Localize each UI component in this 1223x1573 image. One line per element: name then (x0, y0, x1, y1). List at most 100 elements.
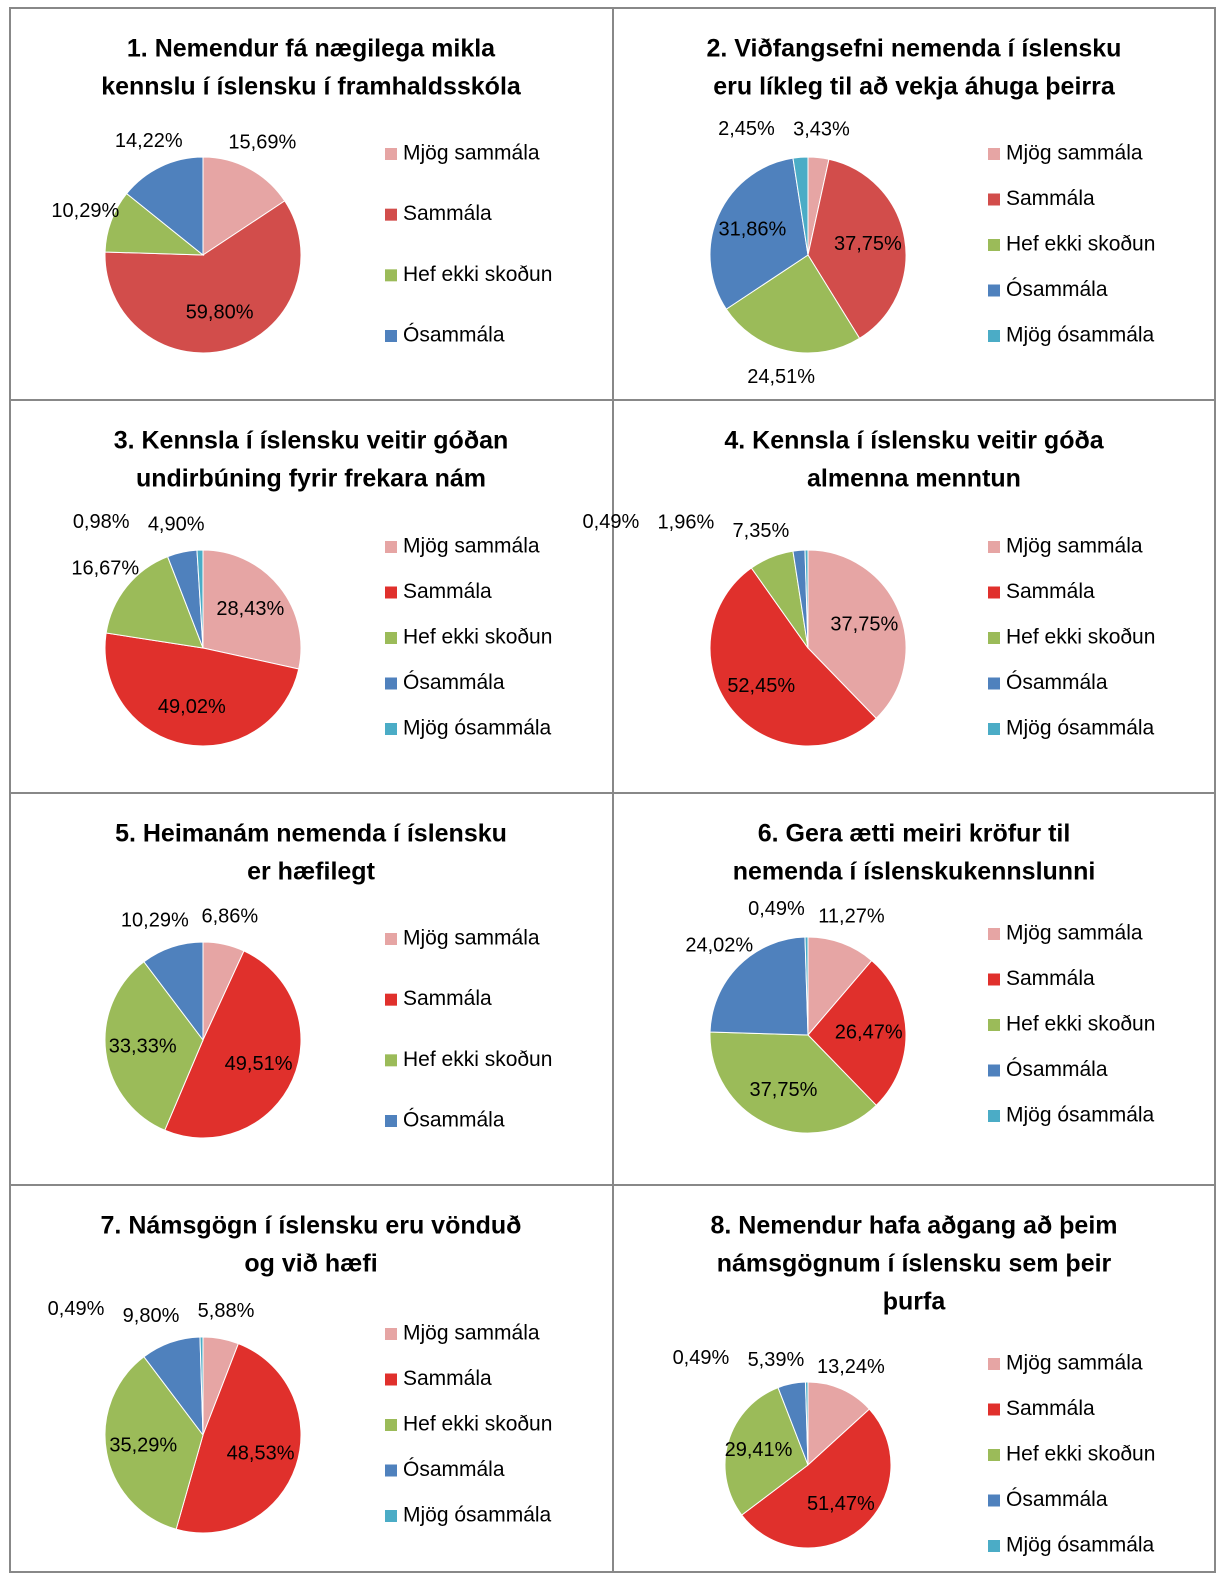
chart-title: nemenda í íslenskukennslunni (733, 858, 1096, 886)
pie-slice (199, 1336, 204, 1436)
data-label: 16,67% (71, 558, 139, 580)
data-label: 10,29% (121, 909, 189, 931)
legend-swatch (988, 586, 1000, 599)
pie-slice (125, 156, 204, 257)
legend-label: Ósammála (1006, 278, 1108, 301)
pie-slice (104, 632, 300, 747)
legend-label: Sammála (403, 580, 492, 603)
chart-title: 7. Námsgögn í íslensku eru vönduð (101, 1212, 522, 1240)
legend-swatch (385, 1115, 397, 1127)
legend-label: Mjög sammála (1006, 1352, 1143, 1375)
legend-swatch (988, 1358, 1000, 1370)
pie-slice (792, 156, 809, 256)
pie-slice (709, 936, 809, 1036)
legend-swatch (988, 148, 1000, 160)
data-label: 0,49% (48, 1298, 105, 1320)
chart-title: 6. Gera ætti meiri kröfur til (758, 820, 1071, 848)
legend-swatch (385, 1510, 397, 1522)
data-label: 14,22% (115, 130, 183, 152)
data-label: 24,51% (747, 366, 815, 388)
legend-swatch (988, 1019, 1000, 1031)
data-label: 37,75% (834, 233, 902, 255)
legend-swatch (988, 928, 1000, 940)
legend-swatch (385, 677, 397, 690)
data-label: 4,90% (148, 514, 205, 536)
legend-swatch (988, 193, 1000, 206)
legend-label: Sammála (403, 1367, 492, 1390)
legend-label: Ósammála (1006, 1488, 1108, 1511)
pie-slice (104, 1356, 204, 1530)
data-label: 29,41% (725, 1439, 793, 1461)
legend-swatch (988, 1110, 1000, 1122)
pie-slice (202, 156, 286, 256)
legend-swatch (385, 586, 397, 599)
data-label: 35,29% (109, 1434, 177, 1456)
data-label: 10,29% (51, 200, 119, 222)
data-label: 0,49% (673, 1347, 730, 1369)
legend-swatch (385, 993, 397, 1006)
data-label: 7,35% (733, 520, 790, 542)
data-label: 13,24% (817, 1356, 885, 1378)
legend-label: Mjög sammála (403, 927, 540, 950)
legend-swatch (385, 1054, 397, 1067)
pie-slice (807, 158, 907, 340)
legend-label: Ósammála (403, 324, 505, 347)
pie-slice (807, 936, 873, 1037)
legend-swatch (988, 284, 1000, 297)
data-label: 31,86% (718, 219, 786, 241)
pie-slice (807, 549, 907, 720)
data-label: 59,80% (186, 302, 254, 324)
data-label: 0,49% (583, 511, 640, 533)
legend-swatch (988, 1449, 1000, 1461)
data-label: 37,75% (750, 1079, 818, 1101)
data-label: 49,02% (158, 696, 226, 718)
legend-swatch (385, 632, 397, 644)
legend-swatch (385, 148, 397, 160)
chart-title: námsgögnum í íslensku sem þeir (717, 1250, 1112, 1278)
legend-label: Hef ekki skoðun (1006, 626, 1155, 649)
pie-slice (725, 254, 861, 354)
data-label: 51,47% (807, 1493, 875, 1515)
legend-label: Mjög sammála (403, 535, 540, 558)
legend-label: Hef ekki skoðun (403, 263, 552, 286)
legend-swatch (385, 1464, 397, 1477)
legend-label: Hef ekki skoðun (403, 1048, 552, 1071)
pie-slice (104, 200, 302, 354)
pie-slice (807, 1381, 871, 1467)
pie-slice (143, 941, 204, 1042)
legend-swatch (988, 632, 1000, 644)
chart-title: kennslu í íslensku í framhaldsskóla (101, 73, 522, 101)
data-label: 48,53% (227, 1443, 295, 1465)
data-label: 26,47% (835, 1021, 903, 1043)
legend-label: Ósammála (403, 671, 505, 694)
legend-label: Hef ekki skoðun (403, 1413, 552, 1436)
legend-label: Sammála (1006, 967, 1095, 990)
chart-title: þurfa (883, 1288, 947, 1316)
data-label: 33,33% (109, 1036, 177, 1058)
legend-label: Mjög ósammála (403, 717, 552, 740)
pie-slice (804, 549, 809, 649)
pie-slice (105, 555, 204, 649)
legend-label: Mjög sammála (1006, 922, 1143, 945)
legend-swatch (385, 208, 397, 221)
pie-slice (804, 936, 809, 1036)
pie-slice (709, 1031, 877, 1134)
chart-title: almenna menntun (807, 465, 1021, 493)
legend-swatch (385, 1328, 397, 1340)
legend-label: Hef ekki skoðun (403, 626, 552, 649)
data-label: 15,69% (228, 131, 296, 153)
legend-swatch (988, 723, 1000, 735)
data-label: 3,43% (793, 119, 850, 141)
legend-swatch (385, 1419, 397, 1431)
chart-title: 2. Viðfangsefni nemenda í íslensku (707, 35, 1122, 63)
legend-label: Hef ekki skoðun (1006, 1443, 1155, 1466)
legend-label: Mjög sammála (1006, 535, 1143, 558)
pie-slice (104, 961, 204, 1131)
legend-label: Mjög sammála (1006, 142, 1143, 165)
legend-label: Ósammála (1006, 671, 1108, 694)
data-label: 52,45% (727, 675, 795, 697)
legend-swatch (988, 973, 1000, 986)
chart-title: er hæfilegt (247, 858, 375, 886)
legend-swatch (385, 541, 397, 553)
